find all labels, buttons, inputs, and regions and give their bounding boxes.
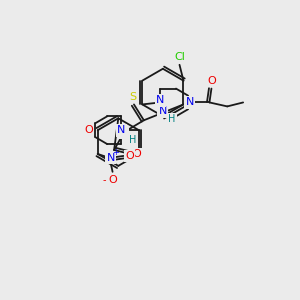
Text: S: S: [129, 92, 137, 101]
Text: H: H: [168, 114, 175, 124]
Text: O: O: [207, 76, 216, 85]
Text: O: O: [108, 175, 117, 185]
Text: -: -: [103, 175, 106, 185]
Text: N: N: [119, 127, 127, 137]
Text: H: H: [129, 135, 137, 145]
Text: N: N: [117, 125, 125, 135]
Text: O: O: [84, 125, 93, 135]
Text: Cl: Cl: [174, 52, 185, 62]
Text: N: N: [185, 98, 194, 107]
Text: O: O: [125, 151, 134, 161]
Text: O: O: [133, 149, 141, 159]
Text: +: +: [112, 148, 119, 158]
Text: N: N: [158, 106, 167, 116]
Text: N: N: [156, 95, 164, 106]
Text: N: N: [106, 153, 115, 163]
